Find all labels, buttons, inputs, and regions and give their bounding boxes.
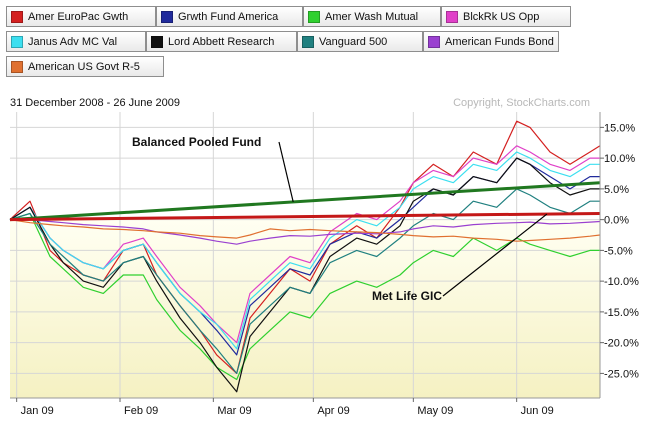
legend-label: American Funds Bond — [445, 35, 554, 48]
x-tick-label: Jun 09 — [521, 405, 554, 417]
plot-background — [10, 112, 600, 398]
y-tick-label: -25.0% — [604, 368, 639, 380]
legend-swatch — [151, 35, 163, 48]
legend-swatch — [161, 10, 173, 23]
annotation-leader — [278, 141, 294, 203]
series-lines — [9, 120, 601, 393]
legend-item-american-funds-bond[interactable]: American Funds Bond — [423, 31, 559, 52]
y-tick-label: 10.0% — [604, 153, 635, 165]
series-line-blckrk-us-opp — [9, 145, 600, 344]
annotations: Balanced Pooled Fund Met Life GIC — [132, 135, 548, 303]
reference-line-met-life-gic — [9, 211, 601, 222]
legend-label: Vanguard 500 — [319, 35, 388, 48]
x-tick-label: Apr 09 — [317, 405, 349, 417]
annotation-met-life-gic: Met Life GIC — [372, 289, 442, 303]
x-axis: Jan 09 Feb 09 Mar 09 Apr 09 May 09 Jun 09 — [10, 397, 600, 417]
copyright-label: Copyright, StockCharts.com — [453, 97, 590, 109]
y-tick-label: -10.0% — [604, 276, 639, 288]
y-tick-label: 0.0% — [604, 215, 629, 227]
legend-swatch — [11, 60, 23, 73]
legend-label: BlckRk US Opp — [463, 10, 540, 23]
legend-label: Lord Abbett Research — [168, 35, 275, 48]
annotation-leader — [442, 213, 548, 297]
y-tick-label: 5.0% — [604, 184, 629, 196]
legend-label: American US Govt R-5 — [28, 60, 140, 73]
legend-item-blckrk-us-opp[interactable]: BlckRk US Opp — [441, 6, 571, 27]
y-tick-label: -15.0% — [604, 307, 639, 319]
legend-item-janus-adv-mc-val[interactable]: Janus Adv MC Val — [6, 31, 146, 52]
x-tick-label: Jan 09 — [21, 405, 54, 417]
series-line-vanguard-500 — [9, 188, 600, 374]
x-tick-label: May 09 — [417, 405, 453, 417]
legend-item-lord-abbett-research[interactable]: Lord Abbett Research — [146, 31, 297, 52]
legend-swatch — [428, 35, 440, 48]
legend-item-amer-wash-mutual[interactable]: Amer Wash Mutual — [303, 6, 441, 27]
series-line-amer-europac-gwth — [9, 120, 601, 374]
y-tick-label: -20.0% — [604, 338, 639, 350]
reference-line-balanced-pooled-fund — [9, 181, 601, 222]
legend-item-vanguard-500[interactable]: Vanguard 500 — [297, 31, 423, 52]
legend-swatch — [308, 10, 320, 23]
x-tick-label: Feb 09 — [124, 405, 158, 417]
legend-swatch — [11, 10, 23, 23]
y-axis: -25.0% -20.0% -15.0% -10.0% -5.0% 0.0% 5.0% 10.… — [599, 112, 639, 398]
reference-lines — [9, 181, 601, 222]
legend-label: Amer EuroPac Gwth — [28, 10, 129, 23]
legend-item-grwth-fund-america[interactable]: Grwth Fund America — [156, 6, 303, 27]
y-tick-label: 15.0% — [604, 122, 635, 134]
x-tick-label: Mar 09 — [217, 405, 251, 417]
legend-item-american-us-govt-r-5[interactable]: American US Govt R-5 — [6, 56, 164, 77]
legend-label: Grwth Fund America — [178, 10, 279, 23]
y-tick-label: -5.0% — [604, 245, 633, 257]
series-line-janus-adv-mc-val — [9, 151, 600, 350]
annotation-balanced-pooled-fund: Balanced Pooled Fund — [132, 135, 261, 149]
date-range-label: 31 December 2008 - 26 June 2009 — [10, 97, 180, 109]
series-line-american-funds-bond — [10, 219, 601, 245]
plot-area-positive — [10, 112, 600, 220]
legend-label: Amer Wash Mutual — [325, 10, 419, 23]
plot-area-negative — [10, 219, 600, 398]
legend-item-amer-europac-gwth[interactable]: Amer EuroPac Gwth — [6, 6, 156, 27]
legend-swatch — [11, 35, 23, 48]
legend-label: Janus Adv MC Val — [28, 35, 118, 48]
legend-swatch — [302, 35, 314, 48]
legend-swatch — [446, 10, 458, 23]
